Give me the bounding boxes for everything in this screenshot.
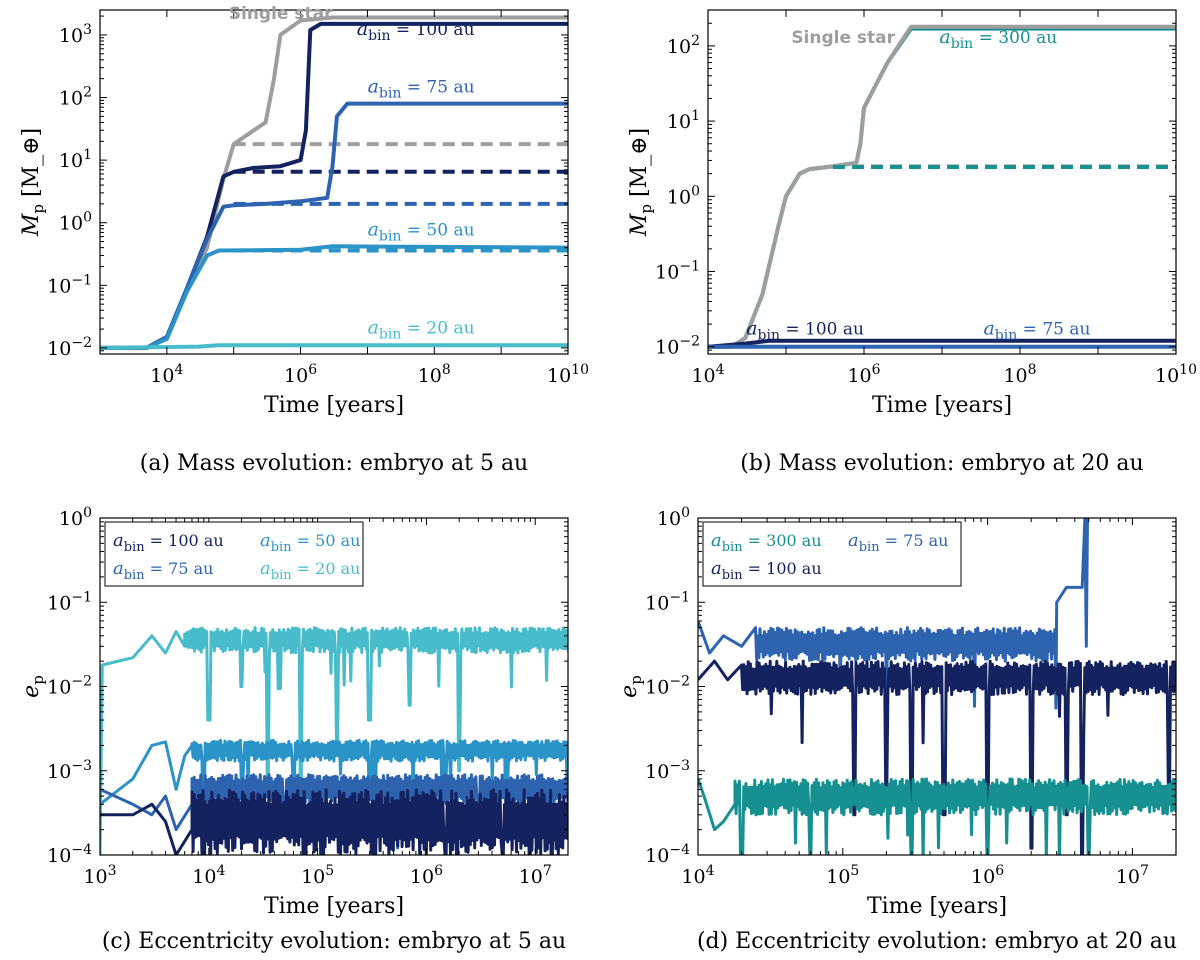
x-tick-label: 106 (410, 863, 443, 888)
series-line (708, 26, 1176, 349)
y-tick-label: 102 (59, 85, 92, 110)
y-axis-label: Mp [M_⊕] (19, 128, 47, 237)
x-tick-label: 107 (519, 863, 552, 888)
x-axis-label: Time [years] (264, 894, 404, 919)
x-tick-label: 1010 (547, 362, 589, 387)
series-line (100, 738, 568, 817)
legend-item: abin = 300 au (711, 530, 822, 555)
y-tick-label: 10−1 (47, 272, 92, 297)
y-tick-label: 10−2 (655, 334, 700, 359)
y-axis-label: ep (617, 675, 645, 698)
series-line (708, 24, 1176, 349)
legend-frame (702, 521, 962, 587)
y-tick-label: 100 (667, 183, 700, 208)
plot-frame (707, 9, 1177, 355)
series-annotation: abin = 100 au (357, 18, 475, 44)
chart-panel-d: 10−4 10−3 10−2 10−1 100 104 105 106 107 Time [yea… (617, 505, 1177, 954)
y-tick-label: 101 (667, 108, 700, 133)
y-tick-label: 10−3 (47, 758, 92, 783)
caption: (b) Mass evolution: embryo at 20 au (740, 451, 1143, 476)
caption: (d) Eccentricity evolution: embryo at 20… (697, 929, 1177, 954)
chart-panel-b: 10−2 10−1 100 101 102 104 106 108 1010 Time [year… (627, 9, 1197, 476)
x-tick-label: 107 (1116, 863, 1149, 888)
caption: (a) Mass evolution: embryo at 5 au (140, 451, 528, 476)
x-tick-label: 103 (83, 863, 116, 888)
y-tick-label: 10−4 (47, 842, 92, 867)
x-axis-label: Time [years] (867, 894, 1007, 919)
legend-item: abin = 100 au (711, 558, 822, 583)
legend-item: abin = 50 au (260, 530, 360, 555)
series-line (100, 343, 568, 350)
x-tick-label: 105 (826, 863, 859, 888)
y-tick-label: 10−4 (645, 842, 690, 867)
x-axis-label: Time [years] (264, 393, 404, 418)
x-tick-label: 108 (1003, 362, 1036, 387)
y-tick-label: 10−2 (645, 674, 690, 699)
series-line (100, 101, 568, 350)
series-annotation: abin = 100 au (746, 318, 864, 344)
legend: abin = 300 au abin = 75 au abin = 100 au (702, 521, 962, 587)
legend-item: abin = 75 au (113, 558, 213, 583)
y-tick-label: 100 (657, 505, 690, 530)
plot-area (100, 626, 568, 855)
plot-area (100, 15, 568, 350)
series-line (100, 21, 568, 350)
x-tick-label: 104 (691, 362, 724, 387)
x-tick-label: 104 (681, 863, 714, 888)
y-tick-label: 102 (667, 33, 700, 58)
series-line (100, 15, 568, 350)
y-axis-label: Mp [M_⊕] (627, 128, 655, 237)
legend-item: abin = 20 au (260, 558, 360, 583)
series-line (698, 659, 1176, 855)
legend-item: abin = 75 au (848, 530, 948, 555)
y-tick-label: 100 (59, 505, 92, 530)
series-annotation: abin = 50 au (368, 219, 475, 245)
series-line (698, 518, 1089, 710)
x-tick-label: 1010 (1155, 362, 1197, 387)
chart-panel-a: 10−2 10−1 100 101 102 103 104 106 108 1010 Time [y… (19, 4, 589, 476)
x-tick-label: 106 (971, 863, 1004, 888)
y-tick-label: 10−2 (47, 674, 92, 699)
series-annotation: abin = 75 au (368, 76, 475, 102)
x-axis-label: Time [years] (872, 393, 1012, 418)
series-annotation: abin = 20 au (368, 317, 475, 343)
plot-area (708, 24, 1176, 349)
legend: abin = 100 au abin = 50 au abin = 75 au abi… (104, 521, 364, 587)
x-tick-label: 105 (301, 863, 334, 888)
series-annotation: abin = 75 au (983, 318, 1090, 344)
x-tick-label: 108 (418, 362, 451, 387)
x-tick-label: 106 (284, 362, 317, 387)
x-tick-label: 104 (192, 863, 225, 888)
y-tick-label: 100 (59, 210, 92, 235)
y-tick-label: 10−3 (645, 758, 690, 783)
y-tick-label: 101 (59, 147, 92, 172)
series-line (698, 777, 1176, 855)
plot-area (698, 518, 1176, 855)
plot-frame (99, 9, 569, 355)
x-tick-label: 106 (847, 362, 880, 387)
y-tick-label: 10−1 (655, 259, 700, 284)
legend-item: abin = 100 au (113, 530, 224, 555)
series-line (100, 788, 568, 855)
y-axis-label: ep (19, 675, 47, 698)
series-annotation: Single star (791, 28, 895, 48)
y-tick-label: 10−2 (47, 335, 92, 360)
series-line (100, 244, 568, 350)
series-annotation: abin = 300 au (939, 26, 1057, 52)
legend-frame (104, 521, 364, 587)
x-tick-label: 104 (150, 362, 183, 387)
chart-panel-c: 10−4 10−3 10−2 10−1 100 103 104 105 106 107 Time [… (19, 505, 569, 954)
caption: (c) Eccentricity evolution: embryo at 5 … (102, 929, 566, 954)
y-tick-label: 10−1 (645, 589, 690, 614)
y-tick-label: 103 (59, 22, 92, 47)
y-tick-label: 10−1 (47, 589, 92, 614)
series-annotation: Single star (229, 4, 333, 24)
series-line (100, 626, 568, 855)
